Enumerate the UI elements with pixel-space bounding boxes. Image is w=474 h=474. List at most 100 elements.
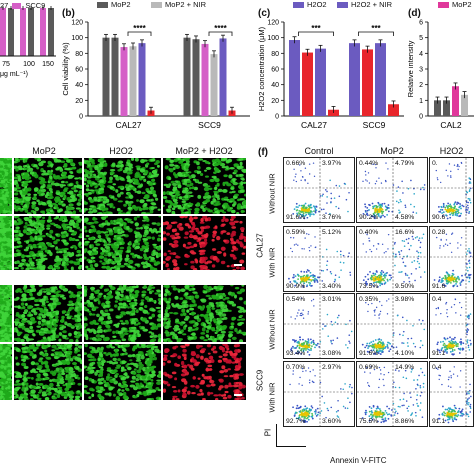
legend-label-mop2: MoP2 (111, 0, 131, 9)
quadrant-percentage: 91.6% (359, 350, 379, 357)
flow-cytometry-plot: 0.40% 16.6% 73.5% 9.50% (356, 226, 428, 292)
microscopy-image (84, 344, 161, 400)
panel-d-chart: Relative intensity 0 1 2 3 4 5 6 CAL2 (408, 20, 474, 130)
quadrant-percentage: 90.9% (286, 283, 306, 290)
flow-cytometry-plot: 0. 90.6 (429, 157, 474, 223)
y-tick-label: 2 (419, 82, 423, 89)
significance-bracket (358, 31, 394, 36)
quadrant-percentage: 0.59% (286, 229, 306, 236)
microscopy-image (0, 285, 12, 342)
legend-label-mop2: MoP2 (452, 0, 472, 9)
panel-a-bar (28, 8, 34, 56)
significance-bracket (208, 31, 233, 36)
microscopy-image (14, 344, 82, 400)
quadrant-percentage: 8.86% (395, 418, 415, 425)
significance-stars: **** (214, 24, 227, 33)
panel-e-header-h2o2: H2O2 (109, 146, 133, 156)
bar (210, 54, 218, 116)
quadrant-percentage: 0.69% (359, 364, 379, 371)
bar (138, 43, 146, 116)
y-tick-label: 0 (79, 114, 83, 121)
bar (302, 52, 313, 116)
legend-label: SCC9 (25, 1, 46, 10)
row-label-without-nir: Without NIR (267, 309, 277, 350)
panel-f-header-h2o2: H2O2 (439, 146, 464, 156)
legend-swatch-pink (438, 2, 449, 8)
bar (388, 104, 399, 116)
flow-x-arrow (276, 446, 306, 447)
bar (349, 43, 360, 116)
y-tick-label: 20 (75, 98, 83, 105)
y-tick-label: 120 (71, 20, 83, 27)
quadrant-percentage: 3.01% (322, 296, 342, 303)
quadrant-percentage: 75.5% (359, 418, 379, 425)
panel-e-header-mop2-h2o2: MoP2 + H2O2 (175, 146, 233, 156)
flow-cytometry-plot: 0.66% 3.97% 91.6% 3.76% (283, 157, 355, 223)
bar (375, 43, 386, 116)
panel-f-header-mop2: MoP2 (380, 146, 404, 156)
bar (461, 94, 468, 116)
microscopy-image (0, 216, 12, 270)
bar (289, 40, 300, 117)
quadrant-percentage: 91.6 (432, 283, 446, 290)
group-label-scc9: SCC9 (255, 369, 265, 392)
significance-stars: **** (133, 24, 146, 33)
quadrant-percentage: 0. (432, 160, 438, 167)
panel-a-bar (20, 8, 26, 56)
y-tick-label: 5 (419, 35, 423, 42)
x-category-label: CAL27 (116, 120, 142, 130)
microscopy-image (14, 285, 82, 342)
quadrant-percentage: 0.28 (432, 229, 446, 236)
flow-cytometry-plot: 0.44% 4.79% 90.2% 4.58% (356, 157, 428, 223)
flow-cytometry-plot: 0.54% 3.01% 93.4% 3.08% (283, 293, 355, 359)
microscopy-image (84, 158, 161, 214)
flow-cytometry-plot: 0.70% 2.97% 92.7% 3.60% (283, 361, 355, 427)
bar (129, 46, 137, 116)
flow-cytometry-plot: 0.59% 5.12% 90.9% 3.40% (283, 226, 355, 292)
legend-swatch-light-gray (151, 2, 162, 8)
panel-d-legend: MoP2 (438, 0, 474, 20)
significance-stars: *** (371, 24, 381, 33)
quadrant-percentage: 2.97% (322, 364, 342, 371)
y-tick-label: 60 (271, 67, 279, 74)
flow-cytometry-plot: 0.28 91.6 (429, 226, 474, 292)
quadrant-percentage: 3.97% (322, 160, 342, 167)
legend-label-h2o2: H2O2 (307, 0, 327, 9)
legend-label-h2o2-nir: H2O2 + NIR (351, 0, 393, 9)
microscopy-image (14, 216, 82, 270)
panel-label-f: (f) (258, 147, 268, 158)
x-category-label: CAL27 (301, 120, 327, 130)
panel-a-xtick: 75 (2, 61, 10, 68)
y-tick-label: 80 (75, 51, 83, 58)
quadrant-percentage: 3.08% (322, 350, 342, 357)
quadrant-percentage: 0.70% (286, 364, 306, 371)
panel-a-xtick: 150 (42, 61, 54, 68)
bar (201, 43, 209, 116)
quadrant-percentage: 0.4 (432, 296, 442, 303)
microscopy-image (163, 158, 246, 214)
flow-cytometry-plot: 0.69% 14.9% 75.5% 8.86% (356, 361, 428, 427)
panel-a-bar (0, 8, 6, 56)
bar (434, 100, 441, 116)
quadrant-percentage: 90.6 (432, 214, 446, 221)
panel-a-bars (0, 6, 54, 56)
y-tick-label: 80 (271, 51, 279, 58)
bar (315, 48, 326, 116)
quadrant-percentage: 90.2% (359, 214, 379, 221)
y-tick-label: 0 (419, 114, 423, 121)
microscopy-image (84, 285, 161, 342)
flow-y-axis-label: PI (263, 428, 273, 437)
group-label-cal27: CAL27 (255, 233, 265, 258)
panel-b-chart: Cell viability (%) 0 20 40 60 80 100 120 CAL27 **… (62, 20, 250, 130)
flow-cytometry-plot: 0.35% 3.98% 91.6% 4.10% (356, 293, 428, 359)
quadrant-percentage: 4.58% (395, 214, 415, 221)
panel-a-xtick: 100 (23, 61, 35, 68)
y-axis-label: H2O2 concentration (μM) (258, 26, 266, 111)
legend-swatch-pink (12, 2, 22, 9)
quadrant-percentage: 0.40% (359, 229, 379, 236)
y-tick-label: 100 (267, 35, 279, 42)
microscopy-image (14, 158, 82, 214)
panel-a-chart: 75 100 150 μg mL⁻¹) (0, 6, 56, 78)
flow-y-arrow (276, 424, 277, 446)
microscopy-image (84, 216, 161, 270)
